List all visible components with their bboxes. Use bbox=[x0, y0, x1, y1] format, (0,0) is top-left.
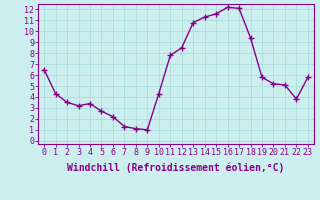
X-axis label: Windchill (Refroidissement éolien,°C): Windchill (Refroidissement éolien,°C) bbox=[67, 163, 285, 173]
